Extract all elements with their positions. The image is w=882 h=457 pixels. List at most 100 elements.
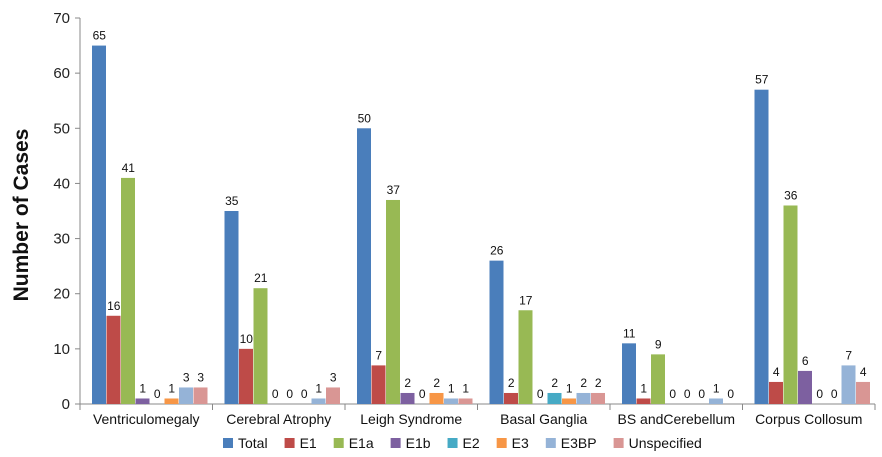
y-tick-label: 10 (53, 341, 70, 358)
data-label: 9 (655, 337, 662, 351)
data-label: 1 (448, 381, 455, 395)
data-label: 0 (727, 387, 734, 401)
bar-e1a (651, 354, 665, 404)
data-label: 0 (272, 387, 279, 401)
bar-total (92, 45, 106, 404)
category-label: Basal Ganglia (500, 411, 587, 427)
data-label: 1 (139, 381, 146, 395)
data-label: 0 (816, 387, 823, 401)
data-label: 2 (404, 376, 411, 390)
bar-e1a (783, 205, 798, 404)
data-label: 17 (519, 293, 533, 307)
data-label: 4 (860, 365, 867, 379)
bar-e1 (769, 381, 783, 404)
bar-total (622, 343, 636, 404)
legend-item: Unspecified (613, 435, 702, 451)
y-tick-label: 30 (53, 231, 70, 248)
bar-e3 (562, 398, 576, 404)
bar-unspecified (326, 387, 340, 404)
data-label: 2 (595, 376, 602, 390)
bar-e3bp (179, 387, 193, 404)
bar-total (224, 211, 239, 404)
bar-unspecified (193, 387, 208, 404)
legend-swatch (613, 438, 624, 448)
category-label: Leigh Syndrome (360, 411, 462, 427)
legend-item: Total (223, 435, 268, 451)
bar-e3bp (841, 365, 856, 404)
data-label: 0 (154, 387, 161, 401)
legend-item: E1a (333, 435, 374, 451)
y-tick-label: 70 (53, 10, 70, 27)
data-label: 2 (433, 376, 440, 390)
data-label: 35 (225, 194, 239, 208)
bar-e1a (253, 288, 268, 404)
y-axis-label: Number of Cases (10, 129, 33, 302)
bar-e1a (518, 310, 533, 404)
data-label: 1 (168, 381, 175, 395)
data-label: 0 (537, 387, 544, 401)
data-label: 0 (286, 387, 293, 401)
bar-e1 (239, 348, 253, 404)
data-label: 16 (107, 299, 121, 313)
legend-swatch (545, 438, 556, 448)
bar-e1 (106, 315, 121, 404)
legend-swatch (223, 438, 233, 448)
legend-swatch (333, 438, 344, 448)
legend-swatch (284, 438, 295, 448)
data-label: 0 (669, 387, 676, 401)
y-tick-label: 40 (53, 175, 70, 192)
category-label: Ventriculomegaly (93, 411, 200, 427)
data-label: 1 (640, 381, 647, 395)
category-label: Corpus Collosum (755, 411, 862, 427)
bar-unspecified (591, 392, 605, 404)
data-label: 2 (551, 376, 558, 390)
data-label: 21 (254, 271, 268, 285)
data-label: 1 (315, 381, 322, 395)
data-label: 0 (419, 387, 426, 401)
legend-label: E1b (406, 435, 431, 451)
bar-e3 (164, 398, 179, 404)
category-label: BS andCerebellum (617, 411, 735, 427)
data-label: 1 (566, 381, 573, 395)
legend-label: E3BP (561, 435, 597, 451)
legend-label: E1 (300, 435, 317, 451)
data-label: 0 (831, 387, 838, 401)
category-label: Cerebral Atrophy (226, 411, 331, 427)
bar-e2 (547, 392, 562, 404)
bar-e1 (371, 365, 386, 404)
data-label: 36 (784, 188, 798, 202)
data-label: 3 (330, 370, 337, 384)
legend-swatch (496, 438, 507, 448)
bar-e3bp (576, 392, 591, 404)
data-label: 41 (122, 161, 136, 175)
data-label: 1 (462, 381, 469, 395)
data-label: 37 (387, 183, 401, 197)
data-label: 0 (698, 387, 705, 401)
data-label: 7 (375, 348, 382, 362)
data-label: 57 (755, 73, 769, 87)
legend-swatch (390, 438, 401, 448)
legend-label: Total (238, 435, 268, 451)
legend-swatch (447, 438, 458, 448)
bar-e3bp (311, 398, 326, 404)
data-label: 26 (490, 244, 504, 258)
data-label: 3 (183, 370, 190, 384)
y-tick-label: 20 (53, 286, 70, 303)
legend-item: E2 (447, 435, 480, 451)
data-label: 2 (508, 376, 515, 390)
data-label: 1 (713, 381, 720, 395)
y-tick-label: 0 (62, 396, 70, 413)
bar-e1 (504, 392, 518, 404)
bar-total (754, 89, 769, 404)
data-label: 50 (358, 111, 372, 125)
bar-e3bp (709, 398, 723, 404)
y-tick-label: 50 (53, 120, 70, 137)
bar-e3 (429, 392, 444, 404)
data-label: 0 (684, 387, 691, 401)
legend-label: E2 (463, 435, 480, 451)
bar-unspecified (458, 398, 473, 404)
bar-e1a (386, 199, 400, 404)
bar-e1b (135, 398, 150, 404)
